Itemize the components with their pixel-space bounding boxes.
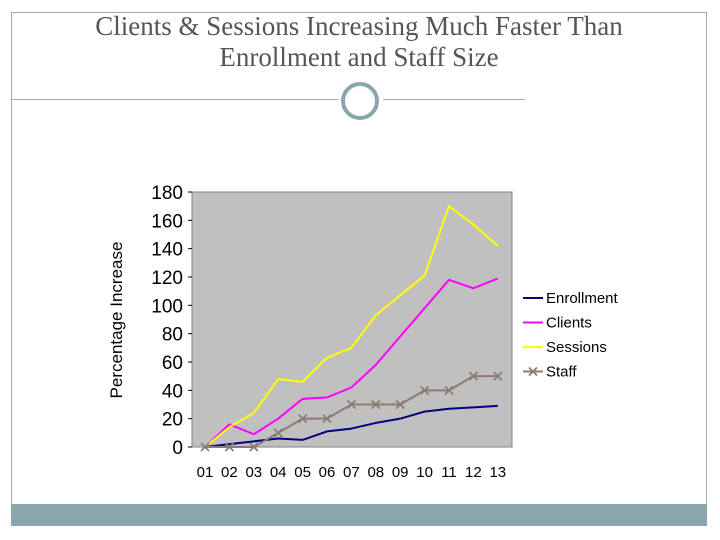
data-point-staff: [493, 371, 503, 381]
data-point-staff: [371, 399, 381, 410]
divider-circle-ornament: [341, 82, 379, 120]
legend-label-enrollment: Enrollment: [546, 290, 619, 307]
x-tick-label: 13: [489, 464, 506, 481]
legend-marker-staff: [528, 366, 538, 377]
y-tick-label: 120: [151, 268, 183, 289]
slide-title-line2: Enrollment and Staff Size: [219, 42, 499, 72]
x-tick-label: 04: [270, 464, 287, 481]
x-tick-label: 05: [294, 464, 311, 481]
y-tick-label: 40: [162, 381, 183, 402]
y-tick-label: 140: [151, 240, 183, 261]
x-tick-label: 03: [245, 464, 262, 481]
y-axis-label: Percentage Increase: [107, 242, 126, 399]
x-tick-label: 06: [319, 464, 336, 481]
y-tick-label: 100: [151, 296, 183, 317]
x-tick-label: 10: [416, 464, 433, 481]
data-point-staff: [419, 385, 430, 395]
series-line-sessions: [204, 205, 499, 448]
title-divider-left: [11, 99, 339, 100]
x-tick-label: 12: [465, 464, 482, 481]
data-point-staff: [224, 442, 235, 452]
data-point-staff: [200, 442, 210, 452]
data-point-staff: [346, 399, 357, 410]
y-tick-label: 0: [172, 438, 183, 459]
data-point-staff: [322, 414, 332, 424]
legend-label-clients: Clients: [546, 315, 592, 332]
title-divider-right: [383, 99, 525, 100]
y-tick-label: 160: [151, 211, 183, 232]
x-tick-label: 07: [343, 464, 360, 481]
legend-label-staff: Staff: [546, 364, 577, 381]
x-tick-label: 09: [392, 464, 409, 481]
data-point-staff: [395, 399, 405, 410]
data-point-staff: [444, 385, 454, 395]
y-tick-label: 60: [162, 353, 183, 374]
x-tick-label: 01: [197, 464, 214, 481]
data-point-staff: [273, 428, 283, 438]
x-tick-label: 02: [221, 464, 238, 481]
y-tick-label: 180: [151, 183, 183, 204]
data-point-staff: [468, 371, 479, 381]
series-line-enrollment: [204, 404, 498, 448]
y-tick-label: 20: [162, 410, 183, 431]
y-tick-label: 80: [162, 325, 183, 346]
x-tick-label: 08: [367, 464, 384, 481]
legend-label-sessions: Sessions: [546, 339, 607, 356]
bottom-accent-bar: [11, 504, 707, 526]
slide-title-line1: Clients & Sessions Increasing Much Faste…: [95, 11, 623, 41]
series-line-clients: [204, 277, 499, 448]
data-point-staff: [249, 442, 259, 452]
slide-title: Clients & Sessions Increasing Much Faste…: [11, 11, 707, 73]
data-point-staff: [297, 414, 308, 424]
x-tick-label: 11: [441, 464, 457, 481]
